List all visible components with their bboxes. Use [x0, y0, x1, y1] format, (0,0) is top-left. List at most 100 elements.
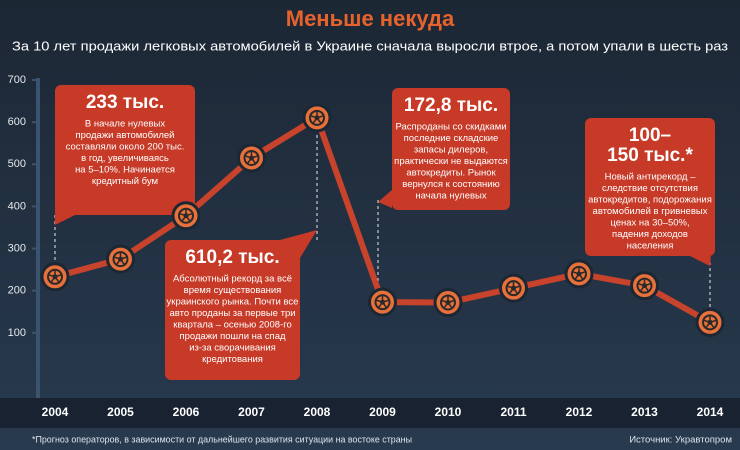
y-tick-label: 500 [8, 158, 26, 170]
chart-title: Меньше некуда [286, 6, 455, 31]
callout-text: кредитный бум [92, 176, 158, 187]
callout-heading: 150 тыс.* [607, 145, 693, 166]
callout-text: авто проданы за первые три [169, 308, 295, 319]
callout-heading: 100– [629, 125, 671, 146]
callout-text: населения [627, 241, 674, 252]
callout-text: продажи пошли на спад [179, 331, 286, 342]
callout-text: составляли около 200 тыс. [66, 142, 185, 153]
x-tick-label: 2006 [173, 405, 200, 419]
wheel-spoke [316, 117, 322, 124]
callout-text: последние складские [404, 133, 499, 144]
y-tick-label: 100 [8, 327, 26, 339]
callout-text: В начале нулевых [85, 119, 165, 130]
wheel-spoke [244, 155, 252, 159]
callout [165, 240, 300, 380]
x-tick-label: 2005 [107, 405, 134, 419]
callout-text: следствие отсутствия [602, 183, 698, 194]
callout-text: падения доходов [612, 229, 688, 240]
y-tick-label: 400 [8, 200, 26, 212]
wheel-spoke [120, 256, 128, 260]
wheel-spoke [179, 212, 187, 217]
callout-text: практически не выдаются [394, 156, 508, 167]
wheel-spoke [48, 273, 56, 278]
footnote: *Прогноз операторов, в зависимости от да… [32, 435, 412, 446]
wheel-spoke [316, 114, 324, 119]
wheel-spoke [115, 258, 122, 266]
wheel-spoke [637, 282, 645, 287]
wheel-spoke [506, 285, 514, 289]
callout [55, 85, 195, 215]
callout-text: украинского рынка. Почти все [167, 297, 299, 308]
callout-heading: 610,2 тыс. [185, 247, 279, 268]
y-tick-label: 600 [8, 116, 26, 128]
callout [392, 88, 510, 210]
wheel-spoke [185, 212, 193, 217]
x-tick-label: 2008 [304, 405, 331, 419]
wheel-spoke [54, 273, 62, 278]
callout-text: вернулся к состоянию [402, 179, 499, 190]
wheel-spoke [181, 215, 187, 222]
wheel-spoke [375, 299, 383, 303]
wheel-spoke [113, 256, 121, 260]
callout-text: из-за сворачивания [189, 343, 276, 354]
wheel-spoke [572, 270, 580, 275]
wheel-spoke [578, 273, 584, 280]
callout-text: кредитования [202, 354, 263, 365]
wheel-spoke [574, 273, 580, 280]
wheel-spoke [246, 157, 253, 165]
x-axis-band [0, 398, 740, 428]
callout [585, 118, 715, 256]
x-tick-label: 2014 [697, 405, 724, 419]
callout-text: Новый антирекорд – [605, 172, 697, 183]
y-tick-label: 700 [8, 74, 26, 86]
wheel-spoke [377, 301, 384, 309]
x-tick-label: 2007 [238, 405, 265, 419]
wheel-spoke [310, 114, 318, 119]
wheel-spoke [508, 287, 515, 295]
callout-text: Распроданы со скидками [395, 122, 506, 133]
wheel-spoke [703, 319, 711, 324]
callout-text: Абсолютный рекорд за всё [173, 274, 292, 285]
wheel-spoke [512, 287, 519, 295]
wheel-spoke [513, 285, 521, 289]
wheel-spoke [119, 258, 126, 266]
callout-text: в год, увеличиваясь [81, 153, 169, 164]
y-tick-label: 200 [8, 285, 26, 297]
wheel-spoke [443, 302, 449, 309]
y-tick-label: 300 [8, 242, 26, 254]
callout-text: автомобилей в гривневых [593, 206, 708, 217]
wheel-spoke [381, 301, 388, 309]
callout-text: квартала – осенью 2008-го [173, 320, 292, 331]
wheel-spoke [709, 321, 715, 329]
wheel-spoke [382, 299, 390, 303]
wheel-spoke [644, 282, 652, 287]
callout-text: ценах на 30–50%, [610, 218, 689, 229]
source: Источник: Укравтопром [629, 435, 732, 446]
callout-pointer [378, 190, 392, 208]
x-tick-label: 2011 [500, 405, 526, 419]
wheel-spoke [185, 215, 191, 222]
wheel-spoke [643, 285, 650, 292]
x-tick-label: 2013 [631, 405, 658, 419]
wheel-spoke [441, 299, 449, 304]
wheel-spoke [639, 285, 646, 292]
callout-text: время существования [184, 285, 282, 296]
callout-heading: 172,8 тыс. [404, 95, 498, 116]
wheel-spoke [50, 276, 56, 283]
callout-text: запасы дилеров, [414, 145, 488, 156]
chart-subtitle: За 10 лет продажи легковых автомобилей в… [12, 38, 728, 53]
callout-text: начала нулевых [415, 191, 487, 202]
wheel-spoke [312, 117, 318, 124]
wheel-spoke [251, 155, 259, 159]
wheel-spoke [447, 299, 455, 304]
wheel-spoke [447, 302, 453, 309]
callout-text: на 5–10%. Начинается [75, 165, 175, 176]
x-tick-label: 2004 [42, 405, 69, 419]
x-tick-label: 2010 [435, 405, 462, 419]
callout-text: автокредиты. Рынок [406, 168, 496, 179]
wheel-spoke [54, 276, 60, 283]
x-tick-label: 2009 [369, 405, 396, 419]
callout-text: автокредитов, подорожания [588, 195, 712, 206]
